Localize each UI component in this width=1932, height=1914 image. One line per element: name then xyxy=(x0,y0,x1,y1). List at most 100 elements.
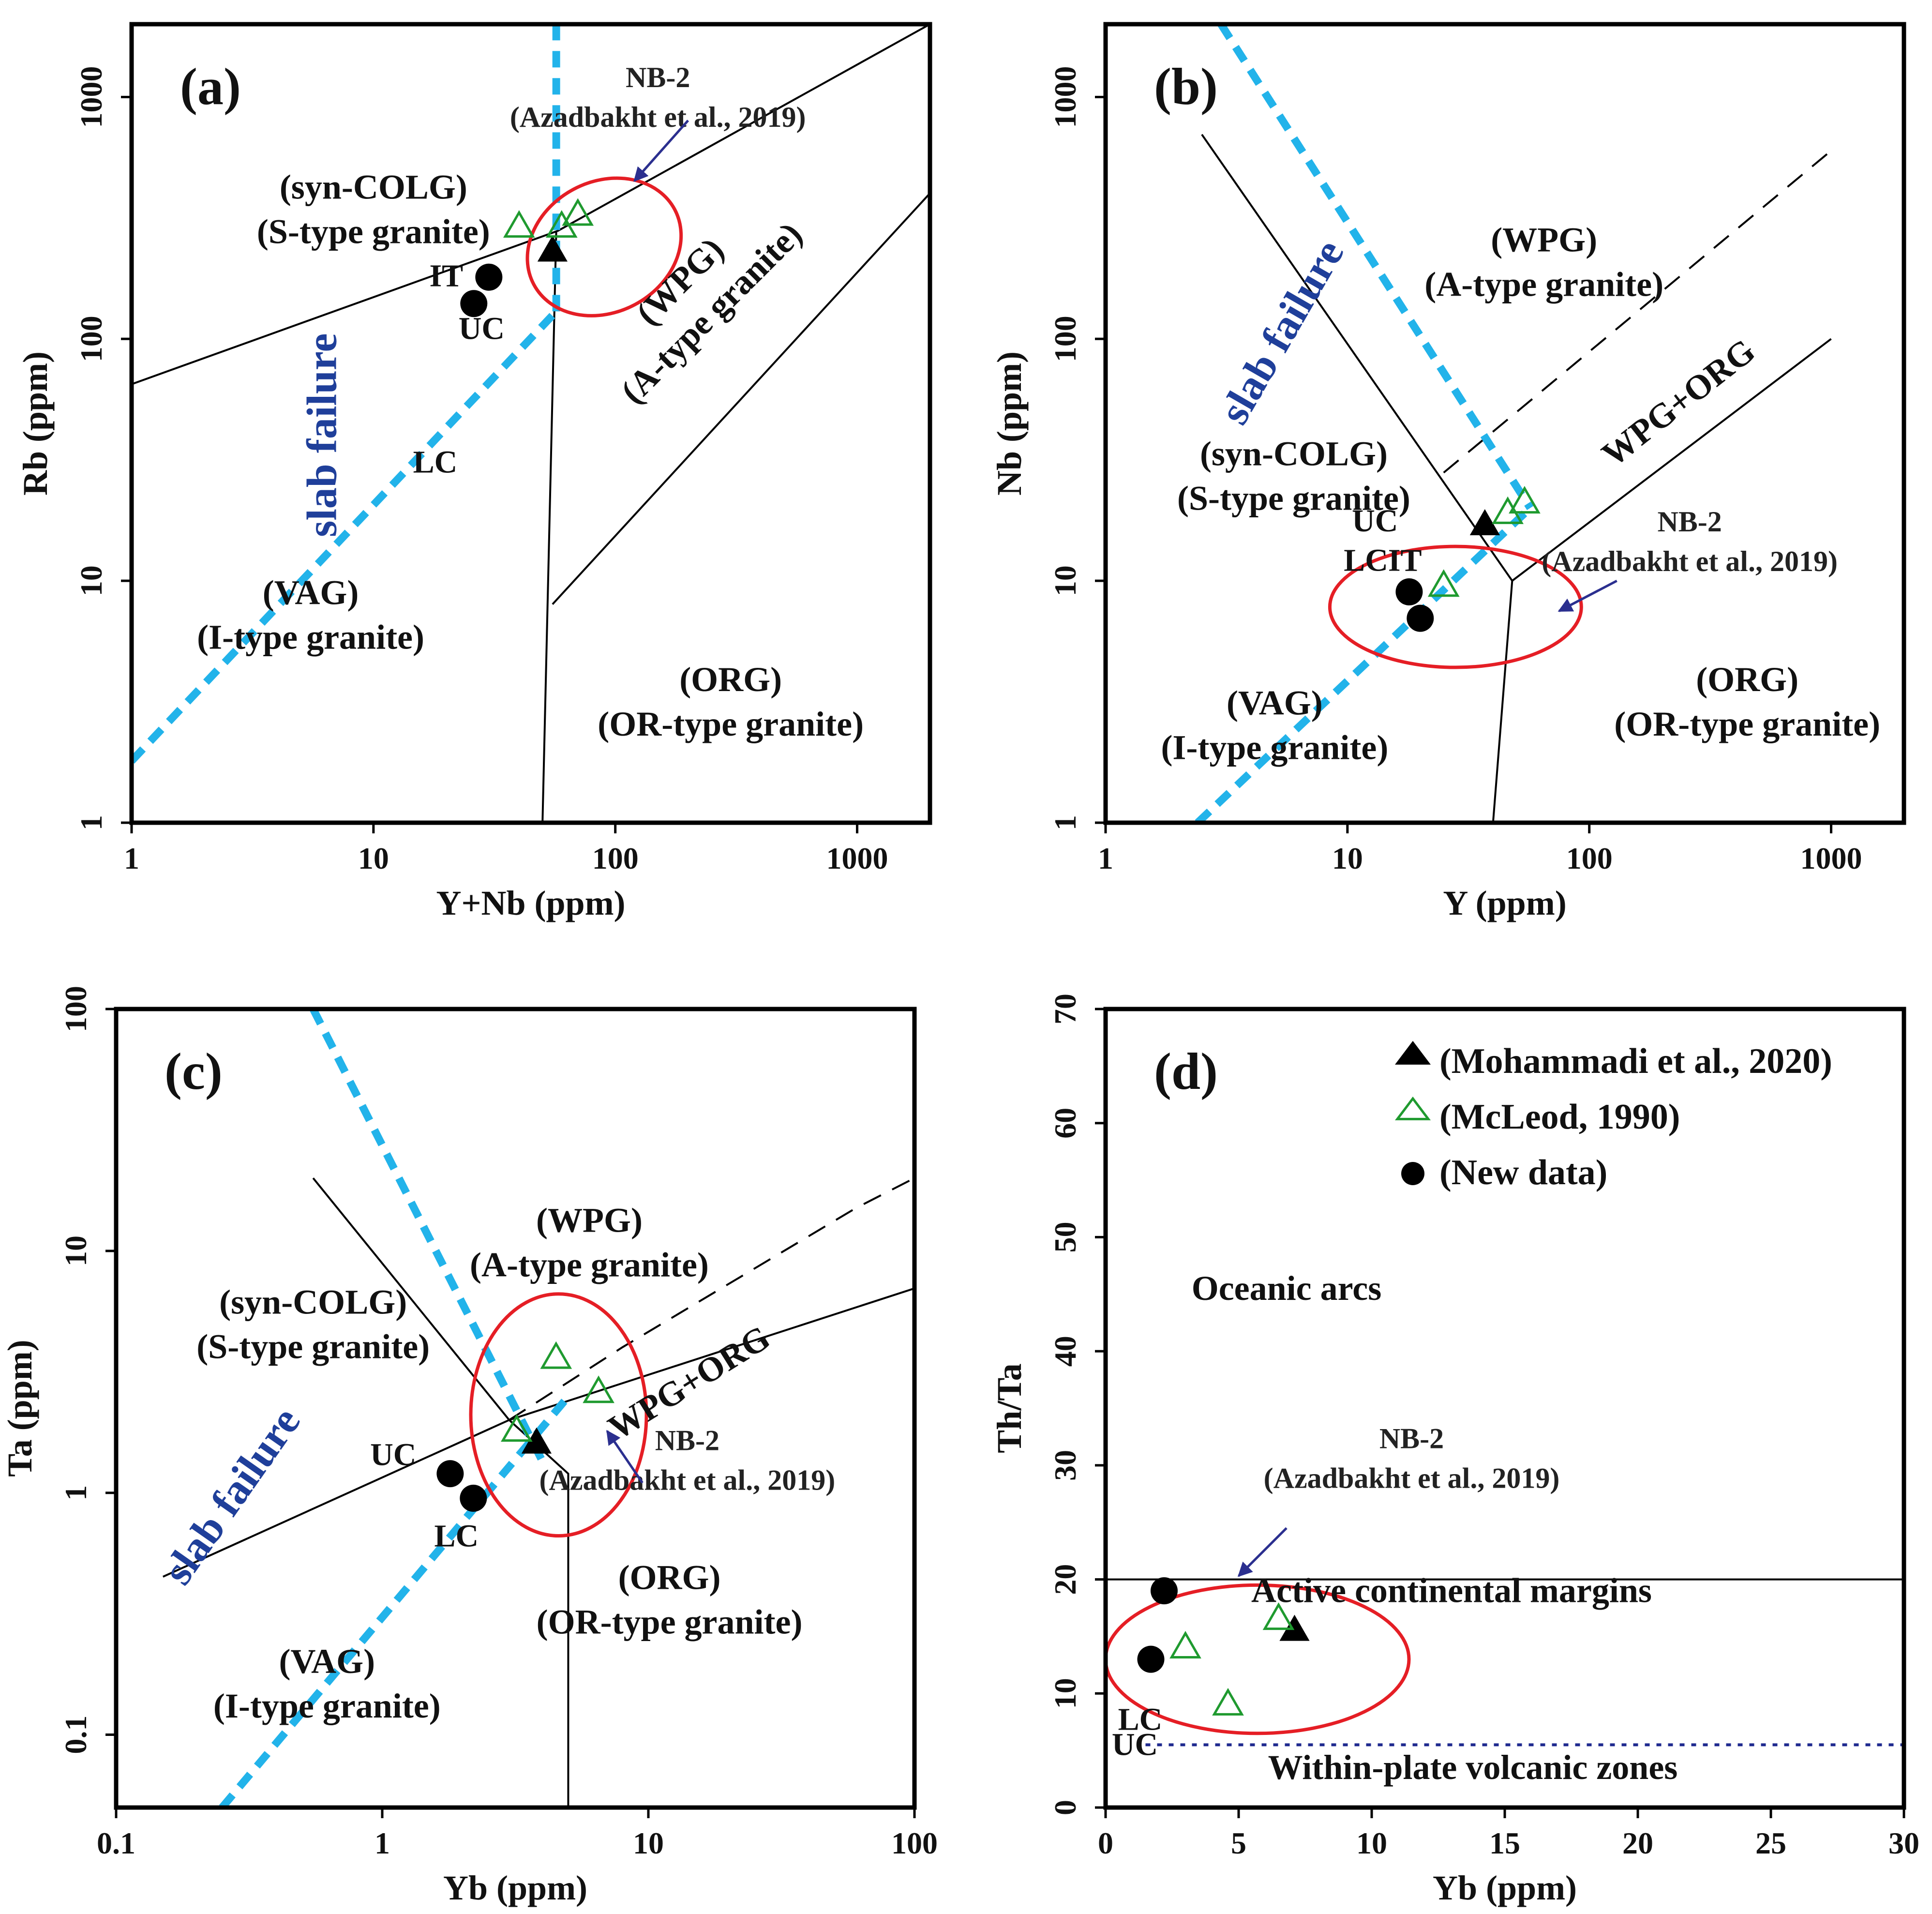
y-axis-label: Th/Ta xyxy=(990,1363,1029,1453)
x-tick-label: 25 xyxy=(1755,1826,1786,1860)
open-triangle-point-1 xyxy=(1509,486,1541,514)
slab-failure-line-0 xyxy=(132,308,559,764)
open-triangle-point-2 xyxy=(1427,569,1460,597)
x-tick-label: 100 xyxy=(1566,841,1613,875)
x-tick-label: 10 xyxy=(1356,1826,1387,1860)
y-tick-label: 0.1 xyxy=(59,1716,93,1754)
slab-failure-line-1 xyxy=(1217,24,1534,510)
y-tick-label: 10 xyxy=(59,1236,93,1266)
field-label-ref-lc: LC xyxy=(413,445,458,480)
x-tick-label: 20 xyxy=(1622,1826,1653,1860)
field-label-syn-colg: (syn-COLG) (S-type granite) xyxy=(1177,435,1410,518)
x-axis-label: Yb (ppm) xyxy=(443,1869,587,1907)
x-tick-label: 10 xyxy=(633,1826,664,1860)
filled-triangle-point-0 xyxy=(1469,509,1500,535)
y-tick-label: 100 xyxy=(59,986,93,1032)
filled-circle-point-0 xyxy=(475,263,503,291)
open-triangle-point-0 xyxy=(540,1341,572,1369)
y-tick-label: 30 xyxy=(1048,1450,1082,1481)
slab-failure-label: slab failure xyxy=(1211,232,1353,432)
field-label-ref-uc: UC xyxy=(1352,503,1398,539)
legend-marker xyxy=(1394,1040,1431,1065)
field-boundary-1 xyxy=(541,230,557,823)
y-tick-label: 10 xyxy=(74,565,108,596)
filled-circle-point-1 xyxy=(460,290,488,317)
y-tick-label: 60 xyxy=(1048,1108,1082,1139)
field-label-ref-uc: UC xyxy=(1112,1727,1158,1763)
plot-area: (WPG) (A-type granite) (syn-COLG) (S-type g… xyxy=(154,1009,914,1808)
y-tick-label: 10 xyxy=(1048,1678,1082,1709)
panel-a: (syn-COLG) (S-type granite) (WPG)(A-type g… xyxy=(16,22,932,922)
field-label-org: (ORG) (OR-type granite) xyxy=(1614,660,1880,743)
x-tick-label: 15 xyxy=(1489,1826,1520,1860)
field-label-wpg: (WPG)(A-type granite) xyxy=(1424,221,1663,304)
x-axis-label: Yb (ppm) xyxy=(1433,1869,1577,1907)
plot-area: (syn-COLG) (S-type granite) (WPG)(A-type g… xyxy=(132,24,930,823)
field-label-wpg-org: WPG+ORG xyxy=(1595,331,1762,474)
filled-circle-point-0 xyxy=(1151,1577,1178,1605)
x-tick-label: 0 xyxy=(1098,1826,1113,1860)
x-tick-label: 1 xyxy=(124,841,139,875)
y-tick-label: 1 xyxy=(59,1485,93,1501)
panel-frame xyxy=(114,1007,917,1810)
field-label-oceanic-arcs: Oceanic arcs xyxy=(1192,1269,1382,1308)
field-label-vag: (VAG) (I-type granite) xyxy=(1161,683,1388,767)
x-tick-label: 5 xyxy=(1231,1826,1246,1860)
x-tick-label: 1000 xyxy=(826,841,888,875)
slab-failure-label: slab failure xyxy=(299,333,345,537)
open-triangle-point-2 xyxy=(562,198,594,226)
filled-circle-point-0 xyxy=(1395,578,1423,606)
field-label-ref-lc: LC xyxy=(434,1519,479,1554)
field-boundary-2 xyxy=(552,193,930,605)
open-triangle-point-2 xyxy=(501,1414,533,1442)
panel-b: (WPG) (A-type granite) (syn-COLG) (S-type g… xyxy=(990,22,1906,922)
field-label-ref-it: IT xyxy=(429,258,463,294)
field-label-ref-lc: LC xyxy=(1118,1702,1163,1737)
nb2-arrow xyxy=(606,1430,644,1484)
open-triangle-point-0 xyxy=(1492,496,1524,524)
nb2-arrow xyxy=(1237,1527,1288,1577)
field-label-wpg: (WPG)(A-type granite) xyxy=(470,1201,709,1284)
legend-marker xyxy=(1401,1162,1424,1185)
field-label-vag: (VAG) (I-type granite) xyxy=(197,573,424,657)
y-tick-label: 50 xyxy=(1048,1221,1082,1252)
legend-label: (Mohammadi et al., 2020) xyxy=(1439,1041,1832,1081)
y-axis-label: Ta (ppm) xyxy=(0,1340,39,1477)
field-label-within-plate: Within-plate volcanic zones xyxy=(1268,1748,1678,1787)
open-triangle-point-2 xyxy=(1212,1688,1244,1716)
field-boundary-1 xyxy=(1512,338,1832,582)
nb2-arrow xyxy=(633,120,689,182)
y-tick-label: 20 xyxy=(1048,1564,1082,1595)
x-axis-label: Y+Nb (ppm) xyxy=(436,884,625,922)
x-tick-label: 100 xyxy=(891,1826,938,1860)
legend-label: (New data) xyxy=(1439,1153,1607,1192)
nb2-arrow xyxy=(1558,579,1617,612)
y-tick-label: 1000 xyxy=(74,66,108,128)
x-tick-label: 100 xyxy=(592,841,639,875)
y-tick-label: 40 xyxy=(1048,1336,1082,1367)
y-tick-label: 100 xyxy=(74,316,108,362)
panel-label: (d) xyxy=(1154,1043,1218,1100)
field-label-syn-colg: (syn-COLG) (S-type granite) xyxy=(196,1283,430,1366)
x-tick-label: 30 xyxy=(1888,1826,1919,1860)
legend-marker xyxy=(1394,1096,1431,1120)
nb2-ellipse xyxy=(1328,544,1583,669)
legend-label: (McLeod, 1990) xyxy=(1439,1097,1680,1137)
field-label-active-margins: Active continental margins xyxy=(1251,1571,1652,1610)
y-tick-label: 70 xyxy=(1048,994,1082,1025)
plot-area: Oceanic arcs Active continental margins Wi… xyxy=(1106,1269,1904,1787)
slab-failure-line-0 xyxy=(219,1394,571,1808)
filled-triangle-point-0 xyxy=(537,235,568,262)
y-tick-label: 1 xyxy=(74,815,108,830)
y-tick-label: 1000 xyxy=(1048,66,1082,128)
nb2-ellipse xyxy=(469,1292,648,1538)
open-triangle-point-0 xyxy=(1262,1602,1295,1630)
nb2-ellipse xyxy=(525,176,683,317)
nb2-annotation: NB-2 (Azadbakht et al., 2019) xyxy=(510,61,806,133)
filled-circle-point-0 xyxy=(436,1460,464,1488)
slab-failure-label: slab failure xyxy=(154,1399,310,1593)
x-tick-label: 1 xyxy=(374,1826,390,1860)
nb2-annotation: NB-2 (Azadbakht et al., 2019) xyxy=(1264,1423,1560,1494)
filled-circle-point-1 xyxy=(1137,1645,1165,1673)
